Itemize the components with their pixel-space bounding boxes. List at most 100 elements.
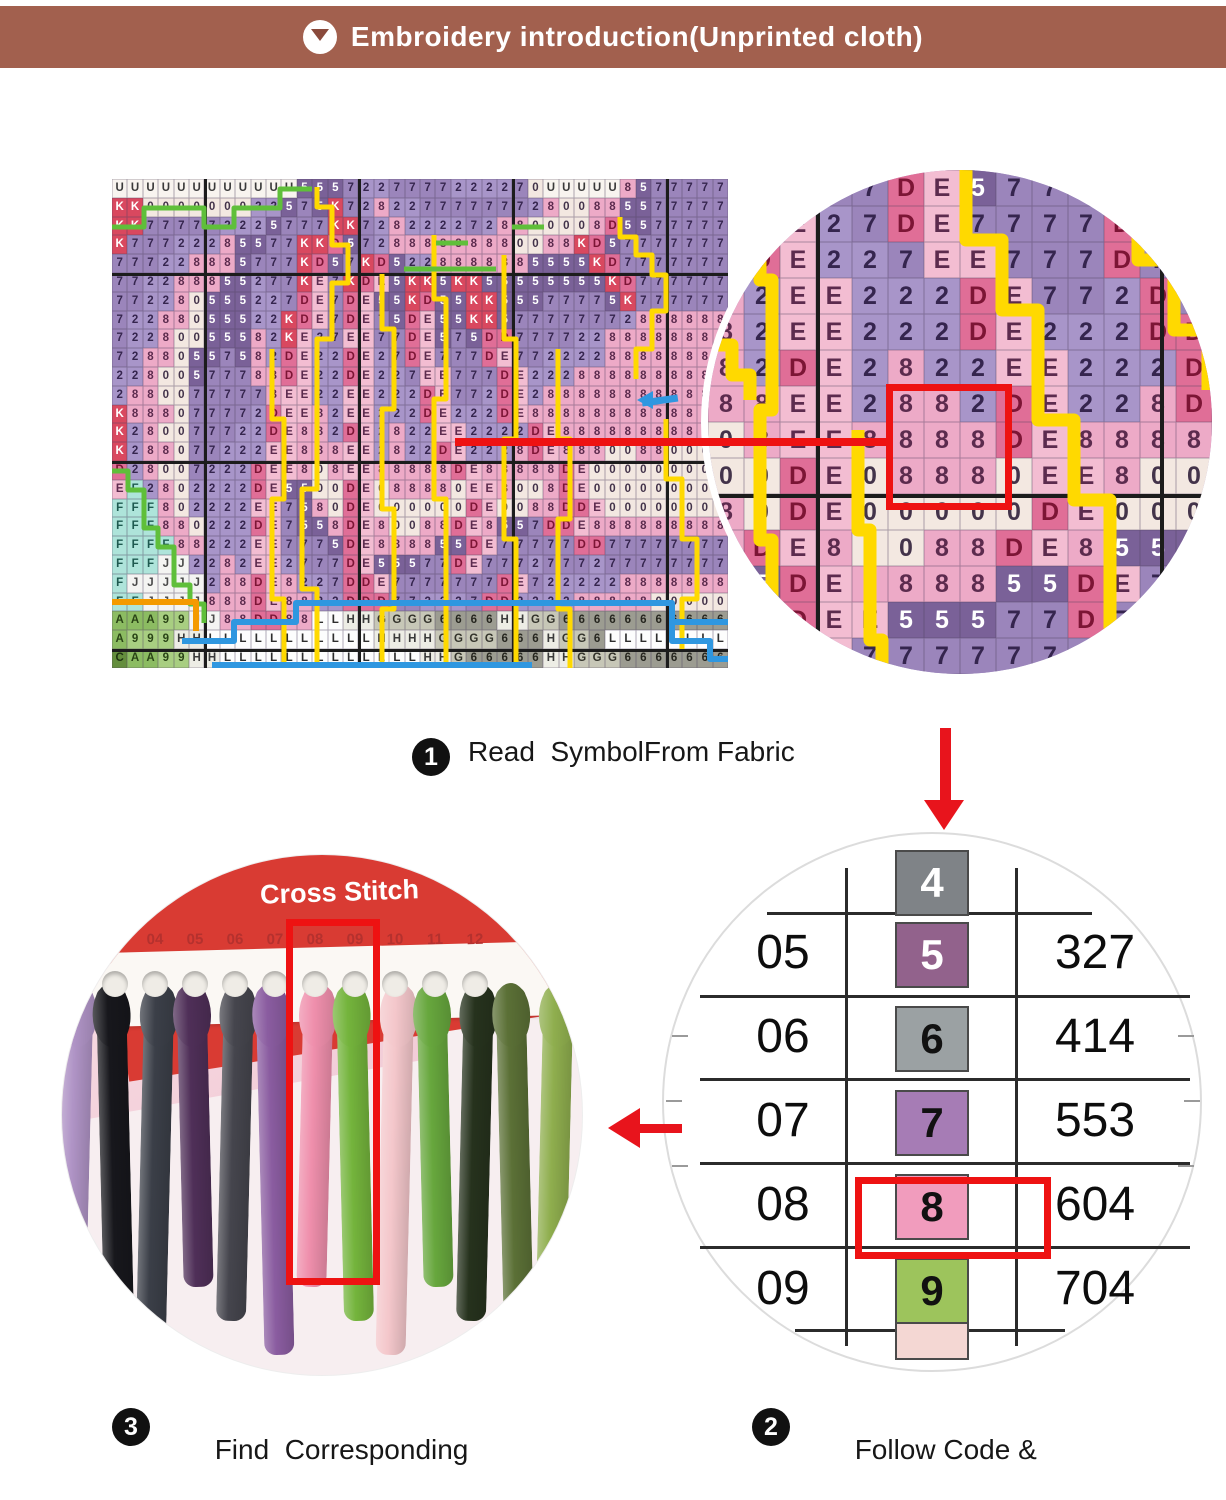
stitch-cell: L bbox=[219, 630, 236, 649]
stitch-cell: 0 bbox=[620, 461, 636, 480]
stitch-cell: 7 bbox=[281, 291, 297, 311]
stitch-cell: D bbox=[543, 517, 559, 537]
stitch-cell: 7 bbox=[1176, 278, 1212, 314]
stitch-cell: 8 bbox=[960, 530, 996, 566]
stitch-cell: 7 bbox=[527, 536, 544, 555]
stitch-cell: E bbox=[281, 423, 297, 443]
stitch-cell: 7 bbox=[620, 235, 636, 255]
stitch-cell: K bbox=[327, 216, 343, 236]
stitch-cell: 8 bbox=[666, 348, 682, 367]
stitch-cell: 7 bbox=[219, 385, 236, 405]
stitch-cell: 8 bbox=[497, 461, 513, 480]
stitch-cell: D bbox=[343, 536, 359, 555]
stitch-cell: 7 bbox=[1068, 638, 1104, 674]
step-2-line1: Follow Code & bbox=[854, 1434, 1037, 1465]
step-1-badge: 1 bbox=[412, 738, 450, 776]
stitch-cell: L bbox=[651, 630, 667, 649]
stitch-cell: 7 bbox=[543, 329, 559, 349]
stitch-cell: 7 bbox=[1140, 206, 1176, 242]
stitch-cell: 8 bbox=[558, 235, 574, 255]
stitch-cell: 5 bbox=[744, 566, 780, 602]
stitch-cell: H bbox=[543, 630, 559, 649]
stitch-cell: E bbox=[816, 602, 852, 638]
stitch-cell: 8 bbox=[620, 517, 636, 537]
stitch-cell: L bbox=[343, 649, 359, 668]
stitch-cell: 0 bbox=[527, 216, 544, 236]
stitch-cell: 8 bbox=[450, 254, 467, 273]
stitch-cell: 6 bbox=[589, 611, 605, 631]
stitch-cell: D bbox=[497, 573, 513, 593]
stitch-cell: 7 bbox=[996, 602, 1032, 638]
stitch-cell: 5 bbox=[450, 310, 467, 330]
stitch-cell: D bbox=[343, 310, 359, 330]
stitch-cell: 7 bbox=[327, 573, 343, 593]
stitch-cell: 8 bbox=[651, 517, 667, 537]
stitch-cell: 6 bbox=[651, 611, 667, 631]
stitch-cell: 2 bbox=[404, 404, 420, 424]
stitch-cell: D bbox=[420, 385, 436, 405]
stitch-cell: 2 bbox=[235, 517, 251, 537]
stitch-cell: 2 bbox=[127, 367, 143, 386]
stitch-cell: 7 bbox=[681, 197, 698, 217]
stitch-cell: E bbox=[1032, 422, 1068, 458]
stitch-cell: 0 bbox=[327, 479, 343, 499]
stitch-cell: E bbox=[852, 602, 888, 638]
stitch-cell: 8 bbox=[604, 367, 621, 386]
stitch-cell: D bbox=[266, 404, 282, 424]
stitch-cell: 2 bbox=[435, 216, 451, 236]
stitch-cell: E bbox=[358, 310, 374, 330]
stitch-cell: 7 bbox=[112, 273, 128, 292]
stitch-cell: 8 bbox=[189, 254, 205, 273]
stitch-cell: 5 bbox=[327, 254, 343, 273]
stitch-cell: 8 bbox=[481, 254, 497, 273]
stitch-cell: 2 bbox=[142, 329, 159, 349]
stitch-cell: 0 bbox=[497, 498, 513, 518]
stitch-cell: 8 bbox=[960, 566, 996, 602]
symbol-swatch: 5 bbox=[895, 922, 969, 988]
stitch-cell: E bbox=[250, 555, 266, 574]
stitch-cell: 8 bbox=[543, 197, 559, 217]
stitch-cell: E bbox=[343, 461, 359, 480]
stitch-cell: E bbox=[589, 498, 605, 518]
stitch-cell: 8 bbox=[620, 573, 636, 593]
stitch-cell: E bbox=[358, 442, 374, 461]
stitch-cell: 7 bbox=[1140, 566, 1176, 602]
stitch-cell: 8 bbox=[604, 404, 621, 424]
stitch-cell: 8 bbox=[127, 404, 143, 424]
stitch-cell: 2 bbox=[127, 310, 143, 330]
stitch-cell: 8 bbox=[158, 498, 174, 518]
stitch-cell: D bbox=[343, 367, 359, 386]
stitch-cell: 5 bbox=[235, 329, 251, 349]
stitch-cell: 7 bbox=[327, 310, 343, 330]
stitch-cell: 7 bbox=[635, 536, 651, 555]
stitch-cell: 7 bbox=[635, 254, 651, 273]
stitch-cell: 7 bbox=[1032, 602, 1068, 638]
stitch-cell: 7 bbox=[574, 291, 590, 311]
stitch-cell: A bbox=[112, 630, 128, 649]
stitch-cell: 8 bbox=[681, 329, 698, 349]
stitch-cell: 8 bbox=[1104, 422, 1140, 458]
stitch-cell: 2 bbox=[1068, 314, 1104, 350]
stitch-cell: 8 bbox=[543, 404, 559, 424]
stitch-cell: 7 bbox=[281, 235, 297, 255]
stitch-cell: 2 bbox=[158, 254, 174, 273]
stitch-cell: 5 bbox=[574, 273, 590, 292]
stitch-cell: 8 bbox=[173, 517, 189, 537]
stitch-cell: 8 bbox=[296, 442, 313, 461]
stitch-cell: E bbox=[358, 479, 374, 499]
stitch-cell: 5 bbox=[296, 179, 313, 198]
thread-hole bbox=[422, 971, 448, 997]
stitch-cell: 7 bbox=[780, 170, 816, 206]
stitch-cell: E bbox=[420, 310, 436, 330]
stitch-cell: 7 bbox=[219, 423, 236, 443]
stitch-cell: 8 bbox=[481, 235, 497, 255]
stitch-cell: 0 bbox=[620, 442, 636, 461]
stitch-cell: 8 bbox=[816, 530, 852, 566]
stitch-cell: E bbox=[1032, 350, 1068, 386]
stitch-cell: 5 bbox=[281, 479, 297, 499]
stitch-cell: 0 bbox=[173, 385, 189, 405]
stitch-cell: 0 bbox=[1140, 494, 1176, 530]
stitch-cell: E bbox=[816, 638, 852, 674]
stitch-cell: D bbox=[780, 494, 816, 530]
stitch-cell: D bbox=[1176, 314, 1212, 350]
